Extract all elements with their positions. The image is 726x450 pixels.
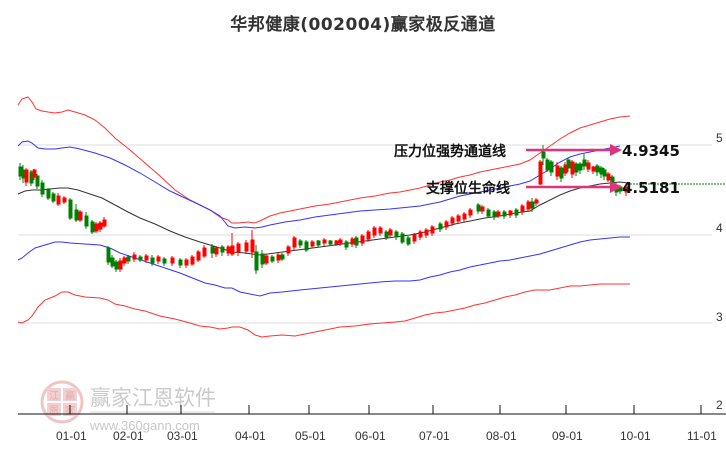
middle-line	[17, 181, 629, 256]
x-axis: 01-01 02-01 03-01 04-01 05-01 06-01 07-0…	[18, 405, 726, 443]
chart-title: 华邦健康(002004)赢家极反通道	[230, 15, 496, 35]
x-tick: 01-01	[56, 429, 87, 443]
x-tick: 02-01	[113, 429, 144, 443]
x-tick: 03-01	[167, 429, 198, 443]
x-tick: 10-01	[620, 429, 651, 443]
support-value: 4.5181	[622, 179, 680, 197]
y-axis: 5 4 3 2	[716, 131, 723, 412]
watermark: 江 赢 恩 家 赢家江恩软件 www.360gann.com	[40, 380, 216, 433]
lower-inner-band	[17, 236, 630, 297]
resistance-annotation: 压力位强势通道线 4.9345	[394, 142, 680, 160]
support-annotation: 支撑位生命线 4.5181	[425, 179, 680, 197]
y-tick: 5	[716, 131, 723, 145]
gridlines	[18, 144, 712, 324]
y-tick: 4	[716, 221, 723, 235]
upper-outer-band	[17, 96, 631, 224]
resistance-value: 4.9345	[622, 142, 680, 160]
y-tick: 3	[716, 310, 723, 324]
resistance-label: 压力位强势通道线	[394, 143, 506, 160]
svg-text:赢: 赢	[65, 389, 75, 402]
x-tick: 09-01	[552, 429, 583, 443]
y-tick: 2	[716, 398, 723, 412]
watermark-url: www.360gann.com	[89, 418, 200, 433]
x-tick: 07-01	[419, 429, 450, 443]
x-tick: 11-01	[687, 429, 717, 443]
arrow-right-icon	[610, 181, 622, 193]
arrow-right-icon	[610, 144, 622, 156]
x-tick: 08-01	[486, 429, 517, 443]
lower-outer-band	[17, 283, 630, 338]
x-tick: 05-01	[295, 429, 326, 443]
svg-text:恩: 恩	[49, 405, 59, 417]
watermark-logo-icon	[40, 380, 84, 424]
x-tick: 04-01	[235, 429, 266, 443]
support-label: 支撑位生命线	[425, 180, 510, 197]
candlesticks	[18, 145, 629, 274]
x-tick: 06-01	[355, 429, 386, 443]
upper-inner-band	[17, 140, 621, 229]
svg-text:江: 江	[49, 390, 59, 402]
watermark-brand: 赢家江恩软件	[90, 386, 216, 410]
